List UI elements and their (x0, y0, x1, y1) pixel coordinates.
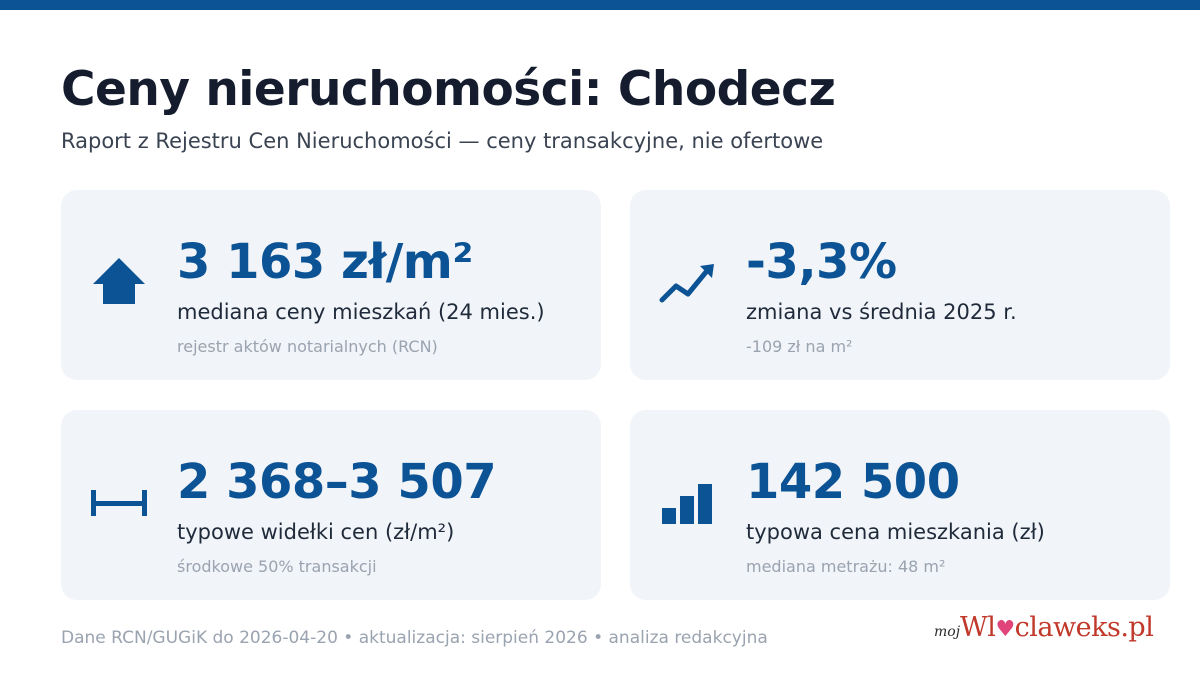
house-icon (89, 252, 149, 312)
trend-up-icon (658, 252, 718, 312)
stat-card-typical-price: 142 500 typowa cena mieszkania (zł) medi… (630, 410, 1170, 600)
logo-prefix: moj (934, 624, 961, 640)
stat-note: mediana metrażu: 48 m² (746, 557, 946, 576)
page-title: Ceny nieruchomości: Chodecz (61, 62, 836, 117)
stat-label: typowe widełki cen (zł/m²) (177, 520, 455, 544)
stat-value: -3,3% (746, 234, 897, 290)
logo-main-end: claweks.pl (1014, 612, 1154, 643)
stat-card-median-price: 3 163 zł/m² mediana ceny mieszkań (24 mi… (61, 190, 601, 380)
top-accent-bar (0, 0, 1200, 10)
stat-value: 2 368–3 507 (177, 454, 497, 510)
stat-label: mediana ceny mieszkań (24 mies.) (177, 300, 545, 324)
stat-card-price-range: 2 368–3 507 typowe widełki cen (zł/m²) ś… (61, 410, 601, 600)
footer-source-note: Dane RCN/GUGiK do 2026-04-20 • aktualiza… (61, 628, 768, 648)
heart-icon: ♥ (995, 617, 1015, 642)
logo-main-start: Wl (960, 612, 996, 643)
stat-card-change: -3,3% zmiana vs średnia 2025 r. -109 zł … (630, 190, 1170, 380)
stat-value: 142 500 (746, 454, 960, 510)
bar-chart-icon (658, 472, 718, 532)
stat-note: -109 zł na m² (746, 337, 853, 356)
stat-note: rejestr aktów notarialnych (RCN) (177, 337, 438, 356)
stat-label: zmiana vs średnia 2025 r. (746, 300, 1017, 324)
range-icon (89, 472, 149, 532)
site-logo[interactable]: mojWl♥claweks.pl (934, 612, 1154, 652)
stat-label: typowa cena mieszkania (zł) (746, 520, 1045, 544)
stat-value: 3 163 zł/m² (177, 234, 473, 290)
stat-note: środkowe 50% transakcji (177, 557, 377, 576)
page-subtitle: Raport z Rejestru Cen Nieruchomości — ce… (61, 129, 824, 153)
